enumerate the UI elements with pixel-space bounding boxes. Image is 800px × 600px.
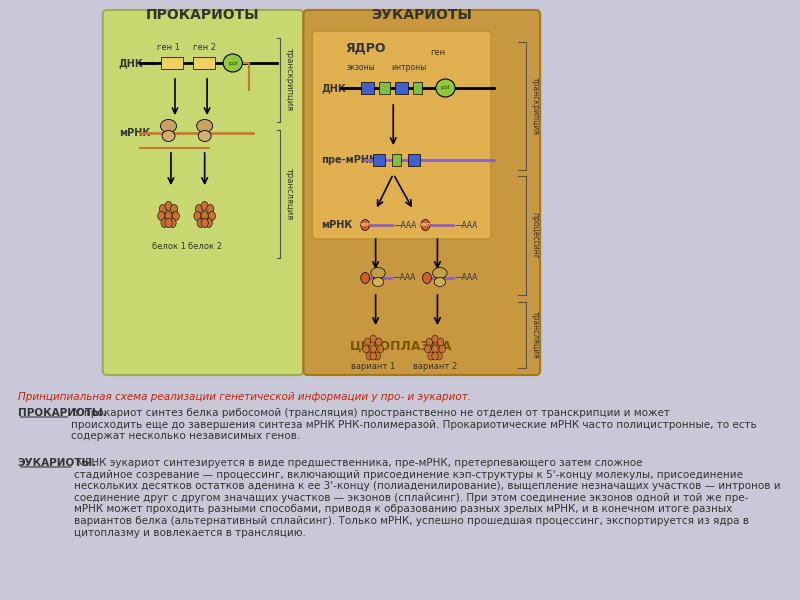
Text: белок 2: белок 2 [188,242,222,251]
Text: pol: pol [441,85,450,91]
FancyBboxPatch shape [312,31,491,239]
Ellipse shape [223,54,242,72]
Circle shape [361,220,370,230]
Circle shape [170,205,178,214]
Text: мРНК эукариот синтезируется в виде предшественника, пре-мРНК, претерпевающего за: мРНК эукариот синтезируется в виде предш… [74,458,781,538]
Text: —ААА: —ААА [454,220,478,229]
Text: pol: pol [228,61,238,65]
Text: вариант 2: вариант 2 [413,362,457,371]
Ellipse shape [373,277,384,286]
Ellipse shape [197,119,213,133]
Ellipse shape [370,268,386,278]
Text: ген 2: ген 2 [193,43,216,52]
Ellipse shape [433,268,447,278]
Text: ген: ген [430,48,445,57]
Circle shape [362,345,369,353]
Ellipse shape [198,130,211,142]
Circle shape [201,211,208,220]
Circle shape [366,352,373,360]
Bar [413,82,422,94]
Text: —ААА: —ААА [454,274,478,283]
Circle shape [374,352,381,360]
Text: транскрипция: транскрипция [530,77,539,135]
Text: процессинг: процессинг [530,211,539,259]
Circle shape [169,218,176,227]
Text: ЭУКАРИОТЫ.: ЭУКАРИОТЫ. [18,458,97,468]
Circle shape [432,335,438,343]
Text: ПРОКАРИОТЫ: ПРОКАРИОТЫ [146,8,260,22]
Circle shape [208,211,215,220]
Circle shape [370,352,377,360]
FancyBboxPatch shape [303,10,540,375]
Text: —ААА: —ААА [393,274,416,283]
Bar [379,82,390,94]
Bar [395,82,408,94]
Bar [408,154,420,166]
Circle shape [361,272,370,283]
Text: трансляция: трансляция [530,311,539,359]
Bar [361,82,374,94]
Bar [392,154,402,166]
Circle shape [201,202,208,211]
Circle shape [194,211,201,220]
Circle shape [421,220,430,230]
Circle shape [422,272,431,283]
Circle shape [165,202,172,211]
Text: ДНК: ДНК [321,83,346,93]
Bar [193,57,215,69]
Text: ДНК: ДНК [118,58,143,68]
Text: кэп: кэп [420,223,430,227]
Circle shape [438,338,444,346]
Circle shape [425,345,431,353]
Text: белок 1: белок 1 [151,242,186,251]
Circle shape [370,345,377,353]
Circle shape [370,335,377,343]
Circle shape [378,345,384,353]
Text: У прокариот синтез белка рибосомой (трансляция) пространственно не отделен от тр: У прокариот синтез белка рибосомой (тран… [70,408,756,441]
Text: интроны: интроны [392,63,427,72]
Text: кэп: кэп [360,223,370,227]
Circle shape [201,218,208,227]
Bar [374,154,386,166]
Circle shape [364,338,370,346]
Circle shape [195,205,202,214]
Circle shape [376,338,382,346]
Circle shape [428,352,434,360]
Text: вариант 1: вариант 1 [351,362,395,371]
Ellipse shape [434,277,446,286]
Circle shape [426,338,433,346]
Circle shape [432,345,438,353]
Text: Принципиальная схема реализации генетической информации у про- и эукариот.: Принципиальная схема реализации генетиче… [18,392,470,402]
Text: мРНК: мРНК [321,220,352,230]
Text: ПРОКАРИОТЫ.: ПРОКАРИОТЫ. [18,408,106,418]
Text: транскрипция: транскрипция [285,49,294,112]
Circle shape [172,211,179,220]
Circle shape [197,218,204,227]
Circle shape [165,218,172,227]
Circle shape [159,205,166,214]
Circle shape [206,205,214,214]
Text: ЯДРО: ЯДРО [345,42,386,55]
Text: пре-мРНК: пре-мРНК [321,155,377,165]
Circle shape [436,352,442,360]
Circle shape [165,211,172,220]
Text: ген 1: ген 1 [157,43,180,52]
Text: экзоны: экзоны [347,63,375,72]
Ellipse shape [162,130,175,142]
Text: ЭУКАРИОТЫ: ЭУКАРИОТЫ [371,8,472,22]
Ellipse shape [436,79,455,97]
Circle shape [161,218,168,227]
Circle shape [432,352,438,360]
FancyBboxPatch shape [102,10,303,375]
Ellipse shape [161,119,177,133]
Text: трансляция: трансляция [285,168,294,220]
Circle shape [158,211,165,220]
Text: ЦИТОПЛАЗМА: ЦИТОПЛАЗМА [350,340,453,353]
Bar [161,57,183,69]
Circle shape [205,218,212,227]
Text: —ААА: —ААА [394,220,418,229]
Text: мРНК: мРНК [118,128,150,138]
Circle shape [439,345,446,353]
